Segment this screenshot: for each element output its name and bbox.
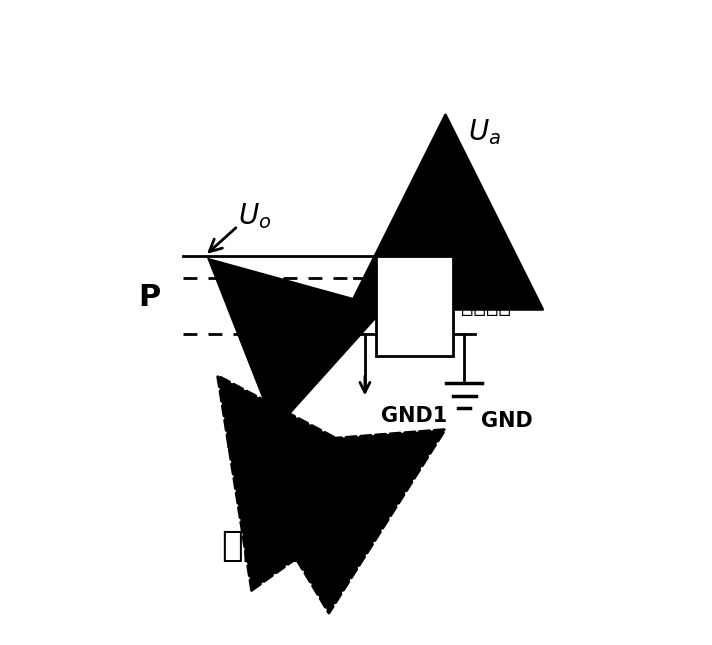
Text: GND1: GND1 — [382, 406, 448, 426]
Text: 隔离芯片: 隔离芯片 — [461, 296, 511, 316]
Text: 母线高压: 母线高压 — [221, 530, 308, 563]
Text: P: P — [138, 283, 161, 312]
Text: $\mathit{U_a}$: $\mathit{U_a}$ — [468, 117, 501, 147]
Text: $\mathit{U_o}$: $\mathit{U_o}$ — [238, 201, 271, 232]
Text: GND: GND — [481, 411, 533, 431]
Bar — [376, 256, 454, 355]
